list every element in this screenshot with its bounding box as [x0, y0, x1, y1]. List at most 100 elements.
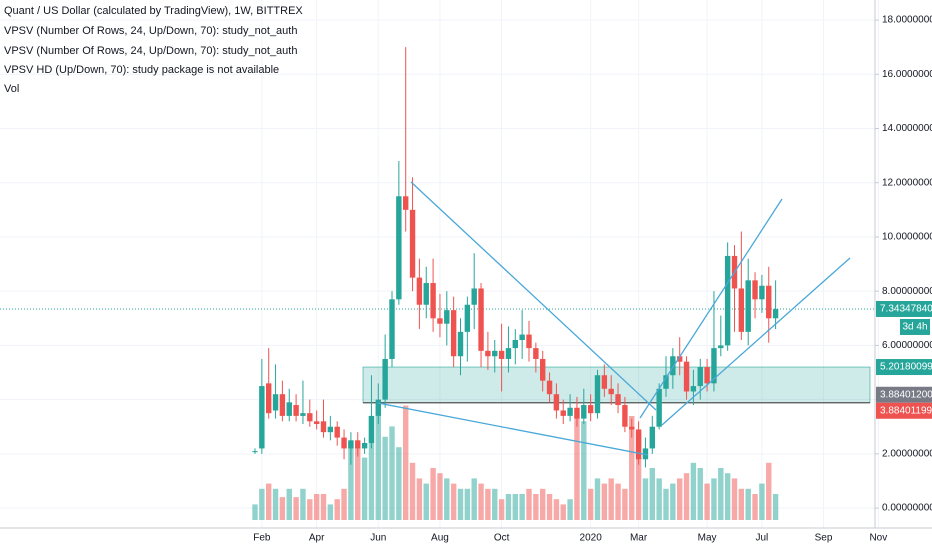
candle-body	[266, 383, 272, 414]
candle-body	[450, 310, 457, 357]
volume-bar	[334, 499, 340, 520]
study-label: VPSV (Number Of Rows, 24, Up/Down, 70): …	[4, 25, 297, 37]
candle-body	[307, 413, 313, 422]
volume-bar	[635, 431, 642, 520]
volume-bar	[341, 488, 347, 520]
grid	[0, 0, 879, 528]
candle-body	[416, 277, 423, 305]
volume-bar	[601, 483, 608, 520]
volume-bar	[526, 488, 532, 520]
x-tick-label: Nov	[869, 533, 887, 544]
y-tick-label: 12.00000000	[882, 177, 932, 188]
candle-body	[622, 405, 628, 427]
volume-bar	[444, 478, 450, 520]
candle-body	[601, 375, 608, 389]
volume-bar	[567, 499, 573, 520]
trend-lines	[377, 181, 851, 456]
candle-body	[629, 426, 635, 430]
volume-bar	[485, 488, 491, 520]
x-tick-label: Apr	[309, 533, 325, 544]
candle-body	[361, 443, 368, 449]
x-tick-label: May	[698, 533, 717, 544]
volume-bar	[300, 488, 306, 520]
volume-bar	[649, 468, 655, 520]
volume-bar	[704, 483, 710, 520]
candle-body	[423, 283, 429, 305]
candle-body	[704, 367, 710, 384]
volume-bar	[553, 499, 560, 520]
candle-body	[615, 394, 621, 406]
volume-bar	[286, 488, 292, 520]
candle-body	[259, 386, 265, 449]
candle-body	[327, 426, 334, 433]
volume-bar	[375, 405, 381, 520]
price-label: 3.88401199	[880, 405, 932, 416]
volume-bar	[450, 483, 457, 520]
volume-bar	[396, 447, 402, 520]
candle-body	[430, 283, 436, 319]
volume-bar	[252, 504, 258, 520]
volume-bar	[546, 494, 553, 520]
volume-bar	[259, 488, 265, 520]
x-tick-label: Aug	[431, 533, 449, 544]
candle-body	[690, 386, 697, 392]
candle-body	[745, 280, 751, 332]
volume-bar	[409, 462, 416, 520]
volume-bar	[629, 416, 635, 520]
candle-body	[272, 394, 279, 411]
candle-body	[313, 421, 320, 425]
y-tick-label: 2.00000000	[882, 448, 932, 459]
candle-body	[286, 402, 292, 416]
volume-bar	[512, 494, 518, 520]
volume-bar	[615, 483, 621, 520]
volume-bar	[642, 478, 649, 520]
candle-body	[526, 334, 532, 349]
volume-bar	[738, 488, 745, 520]
legend: Quant / US Dollar (calculated by Trading…	[4, 5, 303, 95]
candle-body	[389, 299, 395, 359]
volume-bar	[361, 457, 368, 520]
candle-body	[334, 426, 340, 438]
volume-bar	[471, 478, 477, 520]
candle-body	[581, 405, 587, 419]
symbol-title: Quant / US Dollar (calculated by Trading…	[4, 5, 303, 17]
volume-bar	[355, 447, 361, 520]
axis-layer: 0.000000002.000000004.000000006.00000000…	[253, 15, 932, 544]
candle-body	[560, 410, 566, 416]
y-tick-label: 8.00000000	[882, 286, 932, 297]
candle-body	[718, 345, 724, 349]
candle-body	[478, 288, 484, 351]
volume-bar	[574, 410, 580, 520]
candle-body	[759, 285, 765, 300]
volume-bar	[313, 494, 320, 520]
candle-body	[498, 350, 505, 359]
candle-body	[546, 380, 553, 395]
candle-body	[464, 304, 471, 332]
trend-line	[661, 257, 851, 426]
candle-body	[711, 348, 717, 384]
candle-body	[683, 361, 690, 392]
candle-body	[409, 209, 416, 278]
candle-body	[396, 196, 402, 300]
candle-body	[471, 288, 477, 305]
candle-body	[738, 288, 745, 332]
volume-bar	[519, 494, 525, 520]
volume-bar	[505, 494, 512, 520]
candle-layer	[252, 47, 779, 468]
volume-bar	[724, 473, 731, 520]
candle-body	[540, 358, 546, 381]
volume-bar	[437, 473, 443, 520]
volume-bar	[389, 426, 395, 520]
countdown: 3d 4h	[902, 322, 927, 333]
volume-bar	[423, 483, 429, 520]
volume-bar	[697, 468, 703, 520]
candle-body	[279, 394, 286, 416]
candle-body	[485, 350, 491, 357]
price-label-box	[876, 386, 932, 403]
candle-body	[355, 440, 361, 449]
candle-body	[594, 375, 601, 414]
volume-bar	[533, 494, 539, 520]
volume-bar	[464, 488, 471, 520]
candle-body	[368, 415, 375, 444]
